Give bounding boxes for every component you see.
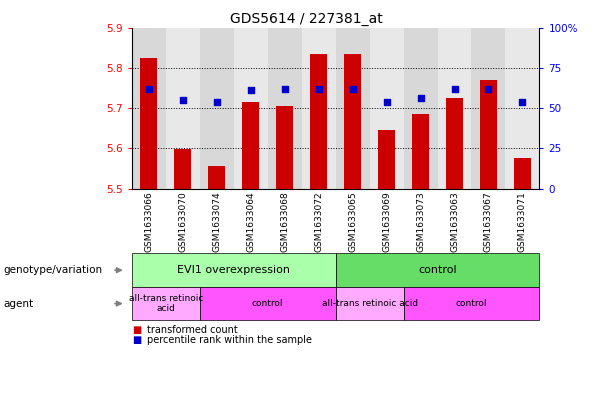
Bar (132, 28, 166, 189)
Bar (242, 102, 259, 189)
Text: transformed count: transformed count (147, 325, 238, 335)
Point (348, 86, 357, 92)
Point (382, 99, 392, 105)
Bar (378, 130, 395, 189)
Point (416, 95, 425, 101)
Bar (480, 80, 497, 189)
Bar (174, 149, 191, 189)
Point (246, 87, 256, 94)
Text: ■: ■ (132, 335, 141, 345)
Bar (412, 114, 429, 189)
Bar (446, 98, 463, 189)
Text: control: control (418, 265, 457, 275)
Bar (336, 28, 370, 189)
Text: percentile rank within the sample: percentile rank within the sample (147, 335, 312, 345)
Bar (344, 54, 361, 189)
Point (449, 86, 459, 92)
Bar (506, 28, 539, 189)
Bar (514, 158, 531, 189)
Bar (234, 28, 268, 189)
Bar (310, 54, 327, 189)
Text: control: control (252, 299, 283, 308)
Text: ■: ■ (132, 325, 141, 335)
Bar (200, 28, 234, 189)
Bar (403, 28, 438, 189)
Point (212, 99, 222, 105)
Bar (471, 28, 506, 189)
Bar (268, 28, 302, 189)
Text: agent: agent (3, 299, 33, 309)
Point (144, 86, 154, 92)
Text: EVI1 overexpression: EVI1 overexpression (177, 265, 290, 275)
Bar (208, 167, 225, 189)
Point (517, 99, 527, 105)
Bar (140, 58, 158, 189)
Bar (166, 28, 200, 189)
Bar (276, 106, 293, 189)
Point (484, 86, 493, 92)
Text: all-trans retinoic
acid: all-trans retinoic acid (129, 294, 203, 313)
Text: control: control (455, 299, 487, 308)
Point (280, 86, 289, 92)
Bar (302, 28, 336, 189)
Point (314, 86, 324, 92)
Point (178, 97, 188, 103)
Text: GDS5614 / 227381_at: GDS5614 / 227381_at (230, 12, 383, 26)
Text: genotype/variation: genotype/variation (3, 265, 102, 275)
Bar (370, 28, 403, 189)
Text: all-trans retinoic acid: all-trans retinoic acid (322, 299, 417, 308)
Bar (438, 28, 471, 189)
